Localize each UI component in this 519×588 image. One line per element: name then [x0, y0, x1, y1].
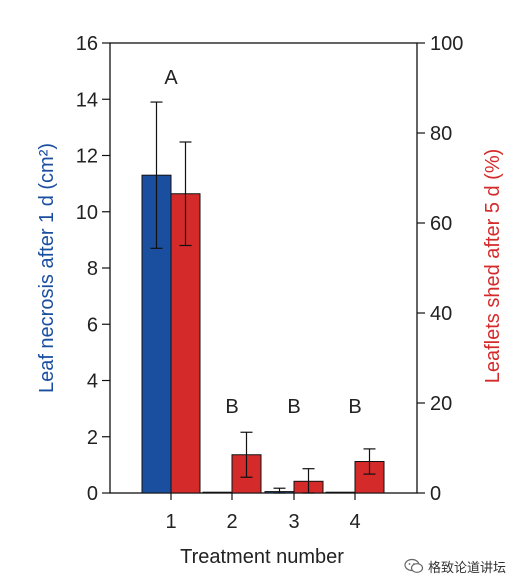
left-tick-label: 16 — [76, 33, 98, 55]
y-axis-right-label: Leaflets shed after 5 d (%) — [482, 149, 504, 384]
x-tick-label: 4 — [349, 511, 360, 533]
right-tick-label: 40 — [430, 303, 452, 325]
bar-necrosis — [202, 491, 233, 494]
x-tick-label: 1 — [165, 511, 176, 533]
right-tick-label: 60 — [430, 213, 452, 235]
left-tick-label: 2 — [87, 427, 98, 449]
left-tick-label: 8 — [87, 258, 98, 280]
significance-label: B — [287, 396, 300, 418]
right-tick-label: 0 — [430, 483, 441, 505]
left-tick-label: 4 — [87, 371, 98, 393]
left-tick-label: 0 — [87, 483, 98, 505]
right-tick-label: 100 — [430, 33, 463, 55]
significance-label: A — [164, 67, 178, 89]
left-tick-label: 10 — [76, 202, 98, 224]
bars — [141, 174, 385, 494]
right-tick-label: 20 — [430, 393, 452, 415]
x-tick-label: 3 — [288, 511, 299, 533]
significance-label: B — [225, 396, 238, 418]
left-tick-label: 6 — [87, 314, 98, 336]
y-axis-left-label: Leaf necrosis after 1 d (cm²) — [36, 143, 58, 393]
error-bars — [150, 101, 376, 494]
right-axis-ticks: 0 20 40 60 80 100 — [417, 33, 463, 505]
watermark: 格致论道讲坛 — [404, 554, 506, 578]
x-axis-ticks: 1 2 3 4 — [165, 493, 361, 533]
significance-label: B — [348, 396, 361, 418]
x-axis-label: Treatment number — [180, 546, 344, 568]
wechat-icon — [404, 558, 424, 573]
left-axis-ticks: 0 2 4 6 8 10 12 14 16 — [76, 33, 110, 505]
significance-labels: A B B B — [164, 67, 361, 418]
right-tick-label: 80 — [430, 123, 452, 145]
left-tick-label: 14 — [76, 89, 98, 111]
bar-necrosis — [325, 491, 356, 494]
left-tick-label: 12 — [76, 146, 98, 168]
x-tick-label: 2 — [226, 511, 237, 533]
watermark-text: 格致论道讲坛 — [428, 560, 507, 576]
